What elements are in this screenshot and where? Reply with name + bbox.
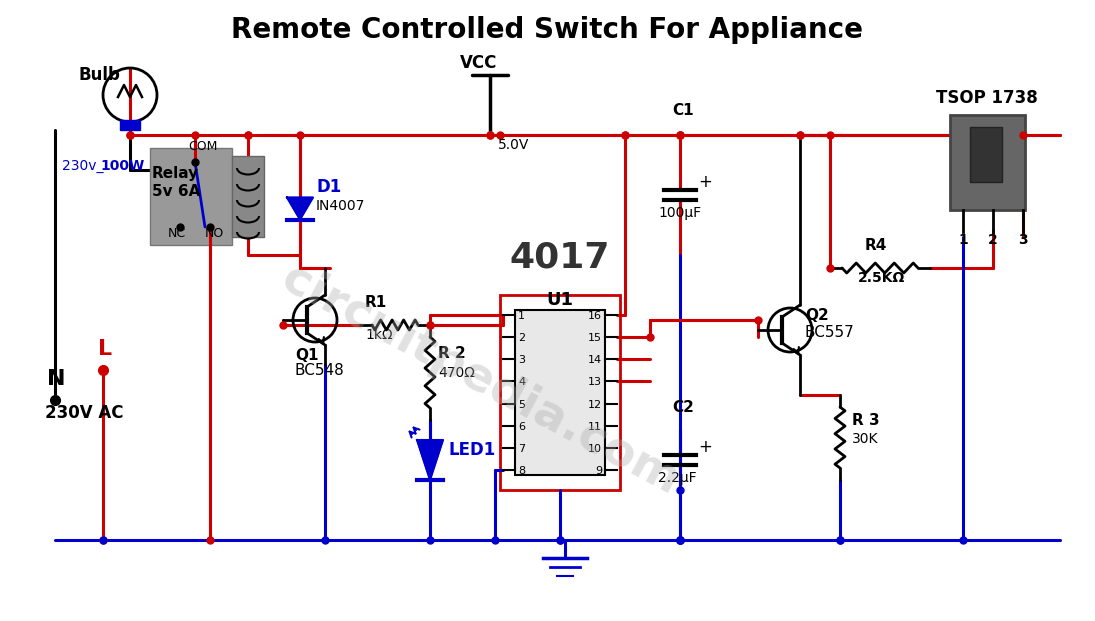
Text: Relay: Relay — [152, 166, 199, 181]
Text: 2: 2 — [518, 333, 526, 343]
Bar — [515, 310, 606, 475]
Text: 230v_: 230v_ — [62, 159, 104, 173]
Text: C2: C2 — [672, 400, 694, 415]
Text: NO: NO — [205, 227, 224, 240]
Text: R1: R1 — [365, 295, 388, 310]
Text: circuitpedia.com: circuitpedia.com — [274, 256, 687, 504]
Text: 5v 6A: 5v 6A — [152, 184, 200, 199]
Bar — [120, 120, 140, 130]
Text: 12: 12 — [588, 399, 602, 410]
Text: D1: D1 — [316, 178, 342, 196]
Text: Q1: Q1 — [295, 348, 319, 363]
Text: COM: COM — [188, 140, 218, 153]
Text: R4: R4 — [865, 238, 887, 253]
Bar — [232, 156, 264, 237]
Text: 10: 10 — [588, 444, 602, 454]
Polygon shape — [417, 440, 443, 480]
Bar — [150, 148, 232, 245]
Text: NC: NC — [168, 227, 186, 240]
Text: 1: 1 — [518, 311, 525, 321]
Text: 4017: 4017 — [510, 240, 610, 274]
Text: 4: 4 — [518, 378, 526, 388]
Text: C1: C1 — [672, 103, 693, 118]
Text: 13: 13 — [588, 378, 602, 388]
Text: Q2: Q2 — [805, 308, 829, 323]
Text: 14: 14 — [588, 355, 602, 365]
Text: 1: 1 — [958, 233, 968, 247]
Text: 2: 2 — [988, 233, 998, 247]
Text: R 2: R 2 — [438, 346, 465, 361]
Text: 16: 16 — [588, 311, 602, 321]
Text: 5.0V: 5.0V — [498, 138, 529, 152]
Polygon shape — [287, 197, 313, 219]
Text: TSOP 1738: TSOP 1738 — [936, 89, 1038, 107]
Text: 11: 11 — [588, 422, 602, 432]
Text: 100μF: 100μF — [658, 206, 701, 220]
Bar — [970, 127, 1002, 182]
Text: 1kΩ: 1kΩ — [365, 328, 393, 342]
Text: +: + — [698, 438, 712, 456]
Text: 6: 6 — [518, 422, 525, 432]
Text: LED1: LED1 — [448, 441, 495, 459]
Text: +: + — [698, 173, 712, 191]
Text: 9: 9 — [595, 466, 602, 476]
Text: 30K: 30K — [852, 432, 878, 446]
Text: 2.2μF: 2.2μF — [658, 471, 696, 485]
Text: Remote Controlled Switch For Appliance: Remote Controlled Switch For Appliance — [231, 16, 863, 44]
Bar — [950, 115, 1025, 210]
Text: 3: 3 — [518, 355, 525, 365]
Text: 5: 5 — [518, 399, 525, 410]
Text: VCC: VCC — [460, 54, 497, 72]
Text: 8: 8 — [518, 466, 526, 476]
Text: IN4007: IN4007 — [316, 199, 366, 214]
Text: 2.5KΩ: 2.5KΩ — [858, 271, 906, 285]
Text: 230V AC: 230V AC — [45, 404, 124, 422]
Bar — [500, 295, 620, 490]
Text: 15: 15 — [588, 333, 602, 343]
Text: R 3: R 3 — [852, 413, 879, 428]
Text: U1: U1 — [546, 291, 574, 309]
Text: 100W: 100W — [100, 159, 145, 173]
Text: 470Ω: 470Ω — [438, 366, 475, 380]
Text: N: N — [47, 369, 66, 389]
Text: BC557: BC557 — [805, 325, 855, 340]
Text: 7: 7 — [518, 444, 526, 454]
Text: L: L — [97, 339, 112, 359]
Text: Bulb: Bulb — [78, 66, 119, 84]
Text: 3: 3 — [1018, 233, 1027, 247]
Text: BC548: BC548 — [295, 363, 345, 378]
